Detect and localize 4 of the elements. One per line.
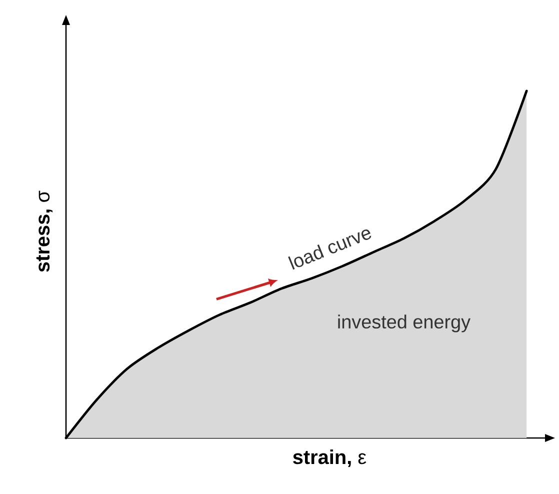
y-axis-title: stress, σ: [36, 190, 52, 272]
x-axis-title: strain, ε: [293, 450, 366, 468]
annotation: invested energy: [338, 314, 470, 332]
annotation: load curve: [288, 230, 372, 270]
